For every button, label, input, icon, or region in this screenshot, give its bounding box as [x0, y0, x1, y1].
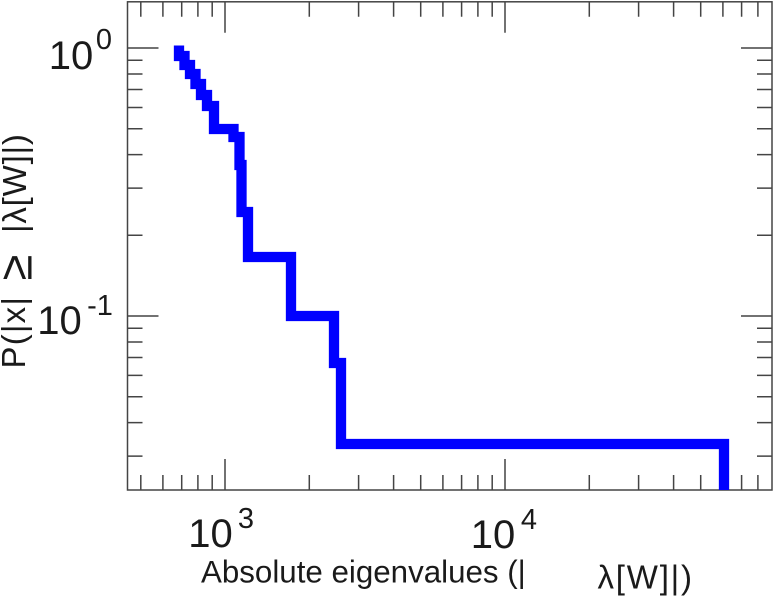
svg-text:0: 0 [96, 24, 112, 56]
svg-text:≥: ≥ [0, 255, 42, 281]
svg-text:10: 10 [188, 512, 233, 556]
svg-text:10: 10 [37, 299, 82, 343]
svg-text:|λ[W]|): |λ[W]|) [0, 133, 33, 233]
svg-text:P(|x|: P(|x| [0, 296, 32, 369]
svg-text:-1: -1 [87, 290, 113, 322]
svg-text:λ[W]|): λ[W]|) [598, 559, 694, 596]
svg-text:10: 10 [471, 513, 516, 557]
svg-text:Absolute eigenvalues (|: Absolute eigenvalues (| [201, 555, 526, 590]
svg-text:4: 4 [521, 504, 537, 536]
svg-text:3: 3 [238, 503, 254, 535]
svg-text:10: 10 [49, 34, 94, 78]
